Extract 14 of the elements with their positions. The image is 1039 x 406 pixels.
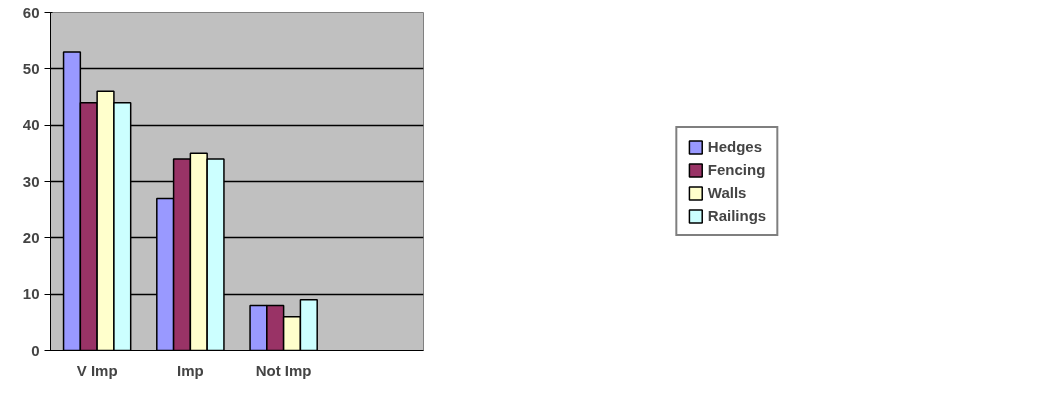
y-tick-label: 60 [22, 3, 40, 21]
y-tick-label: 40 [22, 116, 40, 134]
x-tick-label: Imp [177, 361, 204, 379]
y-tick-label: 0 [31, 341, 40, 359]
legend-label: Hedges [707, 138, 763, 155]
x-tick-label: V Imp [76, 361, 118, 379]
y-tick-label: 50 [22, 59, 40, 77]
y-tick-label: 30 [22, 172, 40, 190]
x-tick-label: Not Imp [255, 361, 312, 379]
legend-label: Walls [707, 184, 747, 201]
legend-label: Fencing [707, 161, 766, 178]
y-tick-label: 10 [22, 285, 40, 303]
legend-label: Railings [707, 207, 767, 224]
y-tick-label: 20 [22, 228, 40, 246]
